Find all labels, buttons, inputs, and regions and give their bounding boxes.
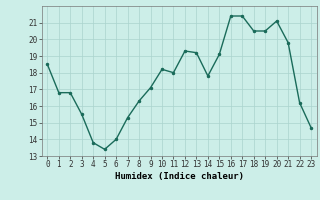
X-axis label: Humidex (Indice chaleur): Humidex (Indice chaleur) xyxy=(115,172,244,181)
